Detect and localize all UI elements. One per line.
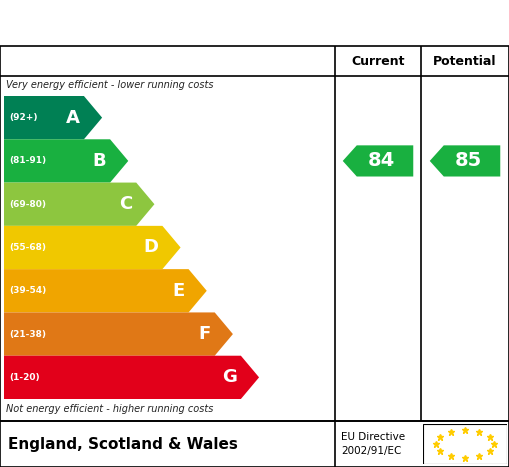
Text: 85: 85 [455, 151, 482, 170]
Polygon shape [4, 139, 128, 183]
Text: Very energy efficient - lower running costs: Very energy efficient - lower running co… [6, 80, 213, 90]
Polygon shape [430, 145, 500, 177]
Text: (55-68): (55-68) [9, 243, 46, 252]
Polygon shape [4, 269, 207, 312]
Polygon shape [4, 226, 181, 269]
Text: (21-38): (21-38) [9, 330, 46, 339]
Text: Energy Efficiency Rating: Energy Efficiency Rating [10, 13, 298, 33]
Text: (69-80): (69-80) [9, 200, 46, 209]
Polygon shape [4, 312, 233, 356]
Polygon shape [4, 356, 259, 399]
Text: B: B [93, 152, 106, 170]
Text: E: E [173, 282, 185, 300]
Text: EU Directive
2002/91/EC: EU Directive 2002/91/EC [341, 432, 405, 456]
Text: 84: 84 [368, 151, 395, 170]
Text: C: C [119, 195, 132, 213]
Text: Potential: Potential [433, 55, 497, 68]
Text: G: G [222, 368, 237, 386]
Text: A: A [66, 109, 80, 127]
Text: F: F [199, 325, 211, 343]
Text: (81-91): (81-91) [9, 156, 46, 165]
Text: Not energy efficient - higher running costs: Not energy efficient - higher running co… [6, 404, 213, 414]
Text: (1-20): (1-20) [9, 373, 40, 382]
Text: (39-54): (39-54) [9, 286, 46, 295]
Polygon shape [4, 183, 154, 226]
Polygon shape [343, 145, 413, 177]
Polygon shape [4, 96, 102, 139]
Text: D: D [144, 239, 158, 256]
Text: Current: Current [351, 55, 405, 68]
Text: (92+): (92+) [9, 113, 38, 122]
Text: England, Scotland & Wales: England, Scotland & Wales [8, 437, 238, 452]
